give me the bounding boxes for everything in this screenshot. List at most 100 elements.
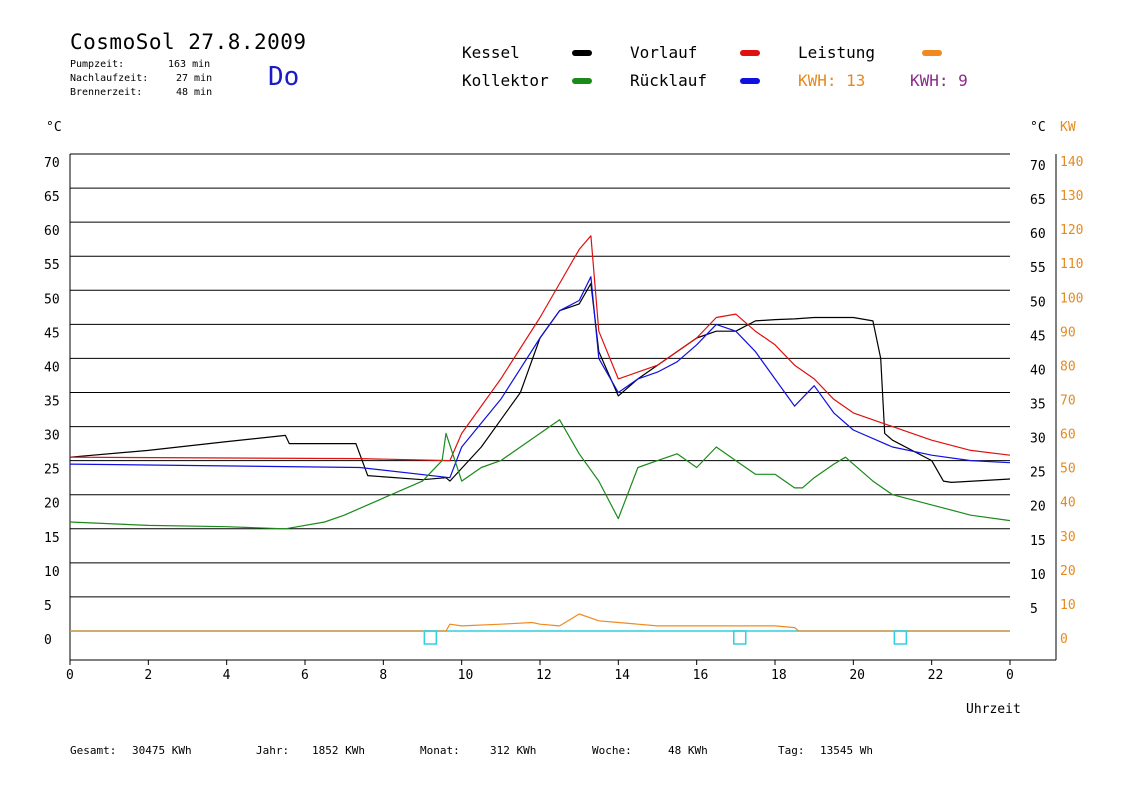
x-tick-1: 2 (144, 668, 152, 683)
y2-tick-140: 140 (1060, 155, 1083, 170)
y-tick-right-5: 5 (1030, 602, 1038, 617)
y-tick-right-70: 70 (1030, 159, 1046, 174)
y-tick-right-55: 55 (1030, 261, 1046, 276)
info-nachlaufzeit-value: 27 min (176, 73, 213, 84)
marker-pump-on (423, 630, 438, 645)
footer-gesamt-label: Gesamt: (70, 744, 117, 757)
left-axis-unit: °C (46, 120, 62, 135)
y-tick-left-10: 10 (44, 565, 60, 580)
series-kessel (69, 282, 1011, 483)
y-tick-right-50: 50 (1030, 295, 1046, 310)
marker-pump-mid (733, 630, 747, 645)
y2-tick-50: 50 (1060, 462, 1076, 477)
legend-kessel-swatch (572, 50, 592, 56)
y-tick-right-35: 35 (1030, 398, 1046, 413)
x-axis-label: Uhrzeit (966, 702, 1021, 717)
legend-ruecklauf-label: Rücklauf (630, 71, 708, 90)
info-brennerzeit-label: Brennerzeit: (70, 87, 143, 98)
right-axis-unit-kw: KW (1060, 120, 1076, 135)
y-tick-right-45: 45 (1030, 329, 1046, 344)
legend-leistung-label: Leistung (798, 43, 876, 62)
y-tick-left-15: 15 (44, 531, 60, 546)
y2-tick-110: 110 (1060, 257, 1083, 272)
x-tick-10: 20 (849, 668, 865, 683)
y-tick-left-5: 5 (44, 599, 52, 614)
right-axis-unit: °C (1030, 120, 1046, 135)
y-tick-right-40: 40 (1030, 363, 1046, 378)
x-tick-5: 10 (458, 668, 474, 683)
legend-kwh-2: KWH: 9 (910, 71, 968, 90)
series-leistung (70, 613, 1010, 632)
x-tick-0: 0 (66, 668, 74, 683)
legend-kwh-1: KWH: 13 (798, 71, 866, 90)
y2-tick-20: 20 (1060, 564, 1076, 579)
y-tick-left-20: 20 (44, 497, 60, 512)
y2-tick-130: 130 (1060, 189, 1083, 204)
y-tick-right-65: 65 (1030, 193, 1046, 208)
y2-tick-80: 80 (1060, 359, 1076, 374)
y2-tick-10: 10 (1060, 598, 1076, 613)
footer-tag-value: 13545 Wh (820, 744, 873, 757)
series-kollektor (69, 419, 1011, 530)
y-tick-left-40: 40 (44, 360, 60, 375)
y-tick-left-30: 30 (44, 429, 60, 444)
y2-tick-120: 120 (1060, 223, 1083, 238)
legend-vorlauf-label: Vorlauf (630, 43, 698, 62)
x-tick-4: 8 (379, 668, 387, 683)
y2-tick-90: 90 (1060, 325, 1076, 340)
day-label: Do (268, 62, 300, 92)
x-tick-11: 22 (928, 668, 944, 683)
y-tick-right-25: 25 (1030, 466, 1046, 481)
y-tick-right-20: 20 (1030, 500, 1046, 515)
x-tick-6: 12 (536, 668, 552, 683)
marker-pump-off (893, 630, 908, 645)
info-pumpzeit-value: 163 min (168, 59, 211, 70)
legend-kollektor-label: Kollektor (462, 71, 549, 90)
series-rcklauf (69, 276, 1011, 479)
y-tick-right-15: 15 (1030, 534, 1046, 549)
y2-tick-70: 70 (1060, 394, 1076, 409)
y-tick-left-70: 70 (44, 156, 60, 171)
y-tick-left-65: 65 (44, 190, 60, 205)
y2-tick-100: 100 (1060, 291, 1083, 306)
legend-ruecklauf-swatch (740, 78, 760, 84)
chart-title: CosmoSol 27.8.2009 (70, 30, 307, 54)
y-tick-left-60: 60 (44, 224, 60, 239)
info-brennerzeit-value: 48 min (176, 87, 213, 98)
series-vorlauf (69, 235, 1011, 462)
x-tick-8: 16 (693, 668, 709, 683)
y-tick-left-25: 25 (44, 463, 60, 478)
footer-jahr-value: 1852 KWh (312, 744, 365, 757)
footer-woche-value: 48 KWh (668, 744, 708, 757)
legend-kollektor-swatch (572, 78, 592, 84)
y-tick-left-0: 0 (44, 633, 52, 648)
y-tick-left-50: 50 (44, 292, 60, 307)
y-tick-left-35: 35 (44, 395, 60, 410)
y2-tick-60: 60 (1060, 428, 1076, 443)
y-tick-right-30: 30 (1030, 432, 1046, 447)
y-tick-right-10: 10 (1030, 568, 1046, 583)
footer-jahr-label: Jahr: (256, 744, 290, 757)
y2-tick-30: 30 (1060, 530, 1076, 545)
y2-tick-0: 0 (1060, 632, 1068, 647)
y2-tick-40: 40 (1060, 496, 1076, 511)
footer-tag-label: Tag: (778, 744, 805, 757)
x-tick-2: 4 (223, 668, 231, 683)
x-tick-12: 0 (1006, 668, 1014, 683)
y-tick-right-60: 60 (1030, 227, 1046, 242)
info-pumpzeit-label: Pumpzeit: (70, 59, 125, 70)
footer-monat-value: 312 KWh (490, 744, 537, 757)
legend-vorlauf-swatch (740, 50, 760, 56)
footer-woche-label: Woche: (592, 744, 632, 757)
x-tick-3: 6 (301, 668, 309, 683)
y-tick-left-55: 55 (44, 258, 60, 273)
footer-gesamt-value: 30475 KWh (132, 744, 192, 757)
y-tick-left-45: 45 (44, 326, 60, 341)
x-tick-7: 14 (614, 668, 630, 683)
x-tick-9: 18 (771, 668, 787, 683)
info-nachlaufzeit-label: Nachlaufzeit: (70, 73, 149, 84)
footer-monat-label: Monat: (420, 744, 460, 757)
legend-kessel-label: Kessel (462, 43, 520, 62)
legend-leistung-swatch (922, 50, 942, 56)
